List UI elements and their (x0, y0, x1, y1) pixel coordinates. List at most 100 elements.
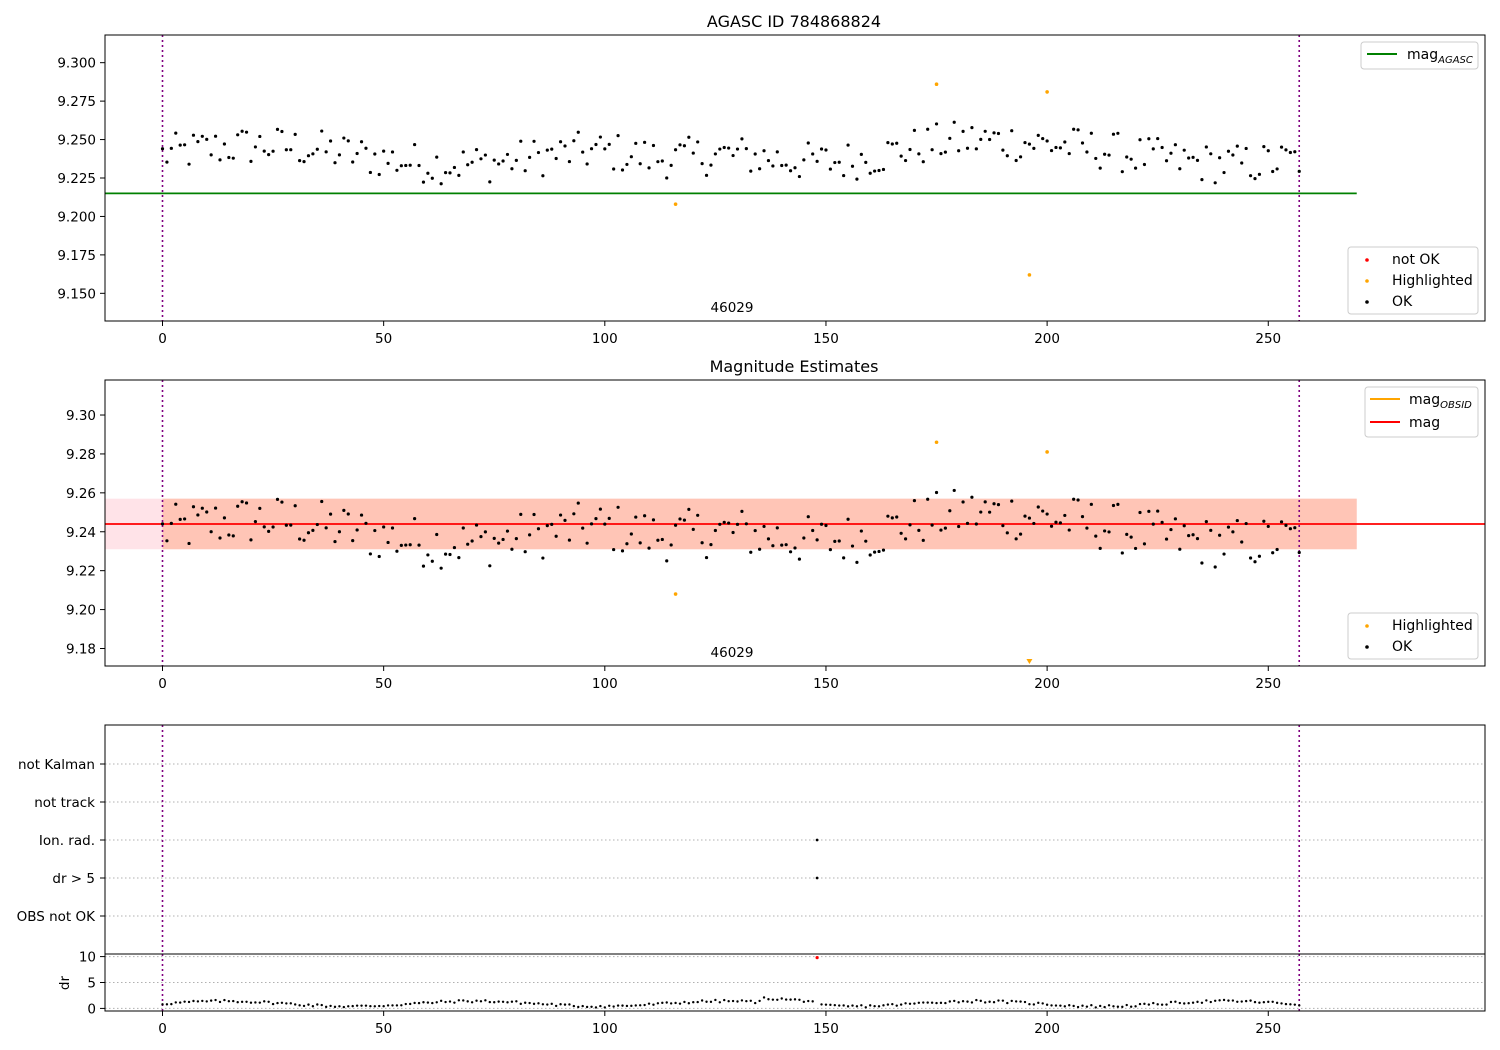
ok-point (749, 169, 753, 173)
dr-point (1138, 1002, 1142, 1006)
ok-point (364, 146, 368, 150)
ok-point (727, 521, 731, 525)
ok-point (497, 541, 501, 545)
dr-point (957, 1001, 960, 1004)
panel2-legend-lines: magOBSID mag (1364, 386, 1479, 438)
ok-point (258, 134, 262, 139)
ok-point (275, 497, 280, 501)
ok-point (1182, 524, 1186, 528)
dr-point (1045, 1003, 1049, 1006)
ok-point (236, 133, 240, 137)
flag-label: OBS not OK (17, 909, 97, 925)
ok-point (634, 141, 638, 145)
dr-point (811, 1000, 814, 1003)
ok-point (169, 146, 173, 150)
dr-point (621, 1004, 624, 1007)
ok-point (183, 517, 187, 521)
dr-point (479, 1000, 483, 1003)
ok-point (267, 153, 271, 157)
ok-point (346, 139, 350, 143)
ok-point (1045, 139, 1049, 143)
legend2-ok-marker (1365, 645, 1369, 649)
dr-point (979, 999, 982, 1003)
ok-point (1213, 565, 1217, 569)
dr-point (249, 1001, 253, 1004)
ok-point (855, 177, 859, 181)
ok-point (1244, 521, 1248, 526)
ok-point (1164, 537, 1169, 541)
ok-point (342, 136, 346, 140)
dr-point (1094, 1006, 1097, 1009)
ok-point (802, 536, 806, 540)
ok-point (421, 564, 426, 568)
dr-point (1063, 1005, 1067, 1008)
ok-point (337, 530, 342, 534)
ok-point (886, 141, 890, 145)
ok-point (1151, 522, 1155, 526)
dr-point (740, 999, 744, 1002)
dr-point (577, 1005, 580, 1009)
ok-point (359, 140, 364, 144)
dr-point (488, 1000, 492, 1004)
ok-point (550, 522, 554, 526)
dr-point (400, 1004, 403, 1007)
ok-point (324, 150, 328, 154)
dr-point (1010, 999, 1013, 1003)
ok-point (886, 514, 890, 518)
dr-point (1271, 1000, 1274, 1003)
ok-point (466, 163, 470, 167)
ok-point (1173, 143, 1177, 147)
dr-point (1037, 1001, 1040, 1005)
dr-point (634, 1004, 637, 1007)
dr-point (1187, 1002, 1190, 1005)
dr-point (1143, 1002, 1146, 1006)
panel1-legend-points-box (1347, 246, 1479, 315)
dr-point (736, 1000, 739, 1003)
dr-ylabel: dr (57, 975, 73, 990)
ok-point (735, 522, 740, 526)
dr-point (1209, 1000, 1212, 1004)
dr-point (311, 1005, 315, 1008)
dr-point (1014, 1000, 1018, 1003)
ok-point (1076, 128, 1080, 132)
dr-point (683, 1000, 686, 1004)
ok-point (558, 140, 563, 144)
dr-point (846, 1005, 850, 1008)
dr-point (240, 1000, 244, 1004)
dr-point (501, 1000, 505, 1003)
ok-point (328, 139, 333, 143)
ok-point (1235, 518, 1239, 523)
ok-point (545, 524, 549, 528)
ok-point (1005, 154, 1009, 158)
y-tick-label: 9.150 (57, 286, 96, 302)
dr-point (1236, 1000, 1239, 1003)
ok-point (373, 152, 377, 156)
ok-point (802, 158, 806, 162)
ok-point (1018, 532, 1023, 536)
y-tick-label: 9.250 (57, 133, 96, 149)
ok-point (868, 171, 872, 175)
ok-point (1036, 505, 1040, 509)
ok-point (174, 131, 178, 135)
ok-point (258, 506, 262, 510)
ok-point (545, 148, 549, 152)
dr-point (612, 1005, 615, 1008)
ok-point (532, 139, 536, 143)
ok-point (996, 131, 1001, 136)
ok-point (174, 502, 178, 506)
ok-point (231, 534, 235, 538)
ok-point (1111, 503, 1116, 508)
dr-point (1165, 1003, 1168, 1006)
offscale-marker (1026, 659, 1033, 664)
ok-point (665, 559, 669, 563)
ok-point (1275, 547, 1279, 552)
ok-point (236, 504, 240, 508)
ok-point (1244, 146, 1248, 151)
dr-point (1121, 1005, 1124, 1009)
ok-point (930, 523, 934, 527)
dr-point (762, 996, 766, 999)
dr-point (864, 1006, 867, 1009)
ok-point (687, 507, 691, 511)
dr-point (1205, 999, 1208, 1002)
dr-point (1284, 1002, 1288, 1006)
